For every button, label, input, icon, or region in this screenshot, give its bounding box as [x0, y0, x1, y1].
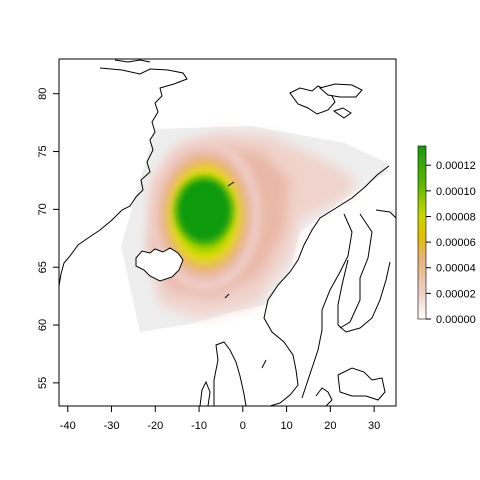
greenland-north — [114, 59, 151, 63]
y-axis: 55 60 65 70 75 80 — [37, 88, 59, 389]
y-tick-label: 80 — [37, 88, 49, 100]
x-tick-label: -40 — [60, 420, 76, 432]
x-axis: -40 -30 -20 -10 0 10 20 30 — [60, 406, 380, 432]
kvitoya — [332, 107, 352, 119]
baltic — [337, 367, 386, 401]
plot-frame — [58, 58, 397, 407]
x-tick-label: 30 — [368, 420, 380, 432]
map-panel — [59, 59, 396, 406]
legend-tick-label: 0.00000 — [436, 314, 476, 326]
faroe — [224, 293, 230, 299]
y-tick-label: 75 — [37, 145, 49, 157]
legend-tick-label: 0.00010 — [436, 186, 476, 198]
legend-tick-label: 0.00012 — [436, 160, 476, 172]
density-peak — [176, 178, 232, 242]
x-tick-label: 10 — [280, 420, 292, 432]
legend-ticks: 0.00000 0.00002 0.00004 0.00006 0.00008 0.000… — [426, 160, 476, 326]
x-tick-label: -20 — [147, 420, 163, 432]
hebrides — [199, 380, 211, 406]
legend-tick-label: 0.00008 — [436, 211, 476, 223]
sweden-border — [301, 213, 353, 399]
russia-kola — [375, 209, 396, 219]
y-tick-label: 70 — [37, 203, 49, 215]
svalbard-east — [318, 83, 363, 98]
x-tick-label: 20 — [324, 420, 336, 432]
shetland — [261, 359, 267, 369]
legend-tick-label: 0.00006 — [436, 237, 476, 249]
y-tick-label: 60 — [37, 319, 49, 331]
scotland — [213, 341, 247, 406]
x-tick-label: -10 — [191, 420, 207, 432]
iceland — [135, 247, 184, 282]
legend-tick-label: 0.00002 — [436, 288, 476, 300]
y-tick-label: 55 — [37, 377, 49, 389]
norway-coast — [263, 165, 390, 406]
svalbard — [289, 85, 336, 115]
legend-tick-label: 0.00004 — [436, 263, 476, 275]
x-tick-label: 0 — [240, 420, 246, 432]
denmark — [315, 387, 333, 406]
gulf-bothnia — [337, 259, 391, 333]
x-tick-label: -30 — [104, 420, 120, 432]
finland-border — [339, 213, 373, 329]
legend-colorbar — [417, 145, 427, 320]
greenland-coast — [59, 67, 188, 287]
jan-mayen — [227, 181, 235, 187]
y-tick-label: 65 — [37, 261, 49, 273]
